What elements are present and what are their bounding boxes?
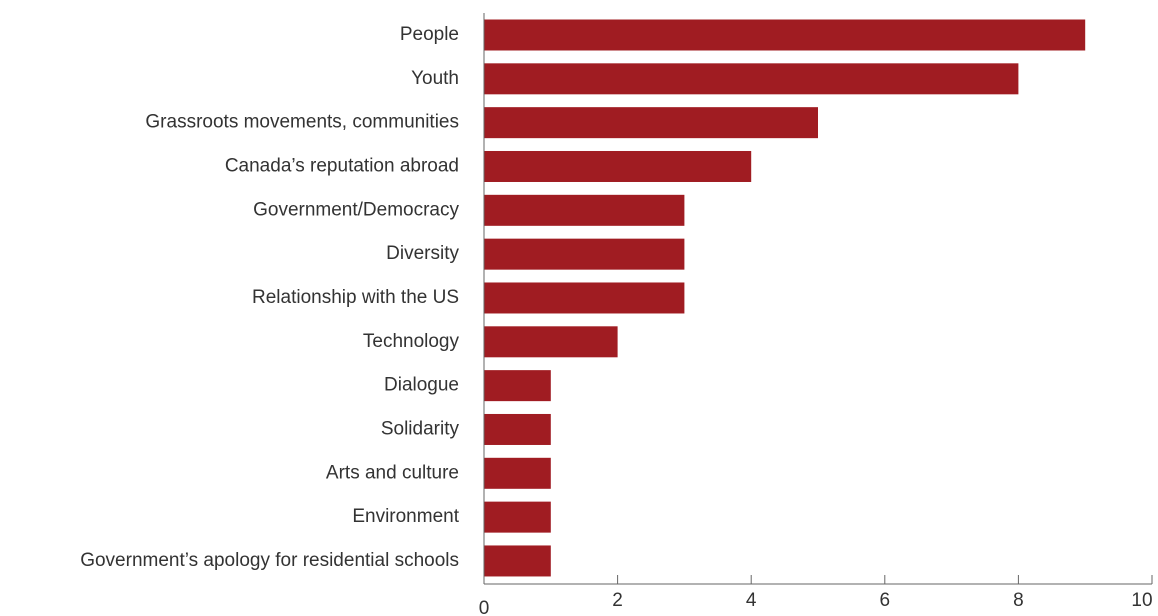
category-labels: People Youth Grassroots movements, communi… [80,24,460,571]
category-label: Dialogue [384,375,459,396]
bar [484,370,551,402]
x-tick-label: 2 [612,590,623,611]
category-label: Government’s apology for residential sch… [80,550,459,571]
category-label: Government/Democracy [253,199,459,220]
category-label: Youth [411,68,459,89]
category-label: People [400,24,459,45]
x-tick-label: 0 [479,598,490,616]
bar [484,107,818,139]
x-axis-ticks: 0 2 4 6 8 10 [479,575,1153,616]
x-tick-label: 8 [1013,590,1024,611]
x-tick-label: 6 [880,590,891,611]
bar [484,194,685,226]
bar [484,63,1019,95]
category-label: Canada’s reputation abroad [225,156,459,177]
bars-group [484,19,1086,577]
bar [484,457,551,489]
bar [484,413,551,445]
bar [484,545,551,577]
category-label: Diversity [386,243,459,264]
bar [484,238,685,270]
bar [484,282,685,314]
category-label: Arts and culture [326,462,459,483]
category-label: Environment [352,506,459,527]
x-tick-label: 10 [1131,590,1152,611]
category-label: Technology [363,331,460,352]
category-label: Grassroots movements, communities [145,112,459,133]
x-tick-label: 4 [746,590,757,611]
bar [484,501,551,533]
category-label: Relationship with the US [252,287,459,308]
bar [484,326,618,358]
bar [484,150,752,182]
category-label: Solidarity [381,418,460,439]
bar [484,19,1086,51]
